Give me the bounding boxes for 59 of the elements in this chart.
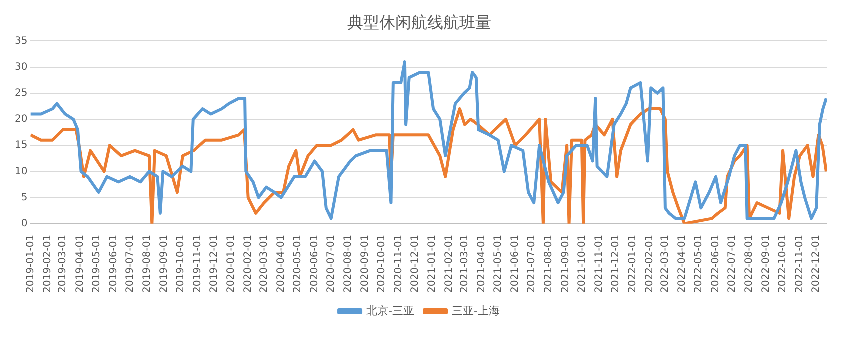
y-tick-label: 15 [14,140,28,152]
x-tick-label: 2022-03-01 [660,234,672,294]
x-tick-label: 2021-02-01 [444,234,456,294]
x-tick-label: 2020-11-01 [394,234,405,294]
x-tick-label: 2020-09-01 [360,234,371,294]
y-tick-label: 10 [14,166,28,178]
y-tick-label: 30 [14,62,28,73]
x-tick-label: 2022-09-01 [761,234,772,294]
x-tick-label: 2021-07-01 [526,234,538,294]
x-tick-label: 2021-01-01 [427,234,438,294]
x-tick-label: 2019-01-01 [25,234,36,294]
x-tick-label: 2020-01-01 [226,234,237,294]
x-tick-label: 2020-08-01 [342,234,354,294]
chart-title: 典型休闲航线航班量 [348,12,492,32]
x-tick-label: 2022-12-01 [811,234,822,294]
x-tick-label: 2021-05-01 [492,234,504,294]
x-tick-label: 2022-07-01 [727,234,738,294]
x-tick-label: 2019-03-01 [58,234,69,294]
x-tick-label: 2019-02-01 [42,234,54,294]
x-tick-label: 2022-11-01 [794,234,806,294]
x-tick-label: 2022-01-01 [628,234,639,294]
x-tick-label: 2019-09-01 [158,234,170,294]
x-tick-label: 2019-06-01 [108,234,120,294]
x-tick-label: 2020-06-01 [309,234,320,294]
x-tick-label: 2021-04-01 [476,234,488,294]
x-tick-label: 2020-03-01 [258,234,270,294]
x-tick-label: 2021-12-01 [610,234,622,294]
x-tick-label: 2021-06-01 [510,234,522,294]
x-tick-label: 2020-04-01 [276,234,287,294]
y-tick-label: 0 [21,218,28,230]
x-tick-label: 2020-07-01 [326,234,337,294]
x-tick-label: 2022-05-01 [694,234,705,294]
y-tick-label: 25 [14,88,28,99]
x-tick-label: 2021-09-01 [560,234,572,294]
y-tick-label: 20 [14,114,28,126]
x-tick-label: 2020-10-01 [376,234,388,294]
x-tick-label: 2022-08-01 [744,234,756,294]
x-tick-label: 2021-08-01 [544,234,555,294]
y-tick-label: 35 [14,36,28,47]
x-tick-label: 2019-05-01 [91,234,102,294]
x-tick-label: 2020-12-01 [410,234,421,294]
legend-label: 北京-三亚 [366,304,415,318]
legend-label: 三亚-上海 [452,304,500,318]
x-tick-label: 2021-10-01 [577,234,588,294]
x-tick-label: 2022-10-01 [778,234,789,294]
x-tick-label: 2019-10-01 [175,234,186,294]
x-tick-label: 2019-12-01 [208,234,220,294]
x-tick-label: 2019-11-01 [192,234,204,294]
x-tick-label: 2019-04-01 [74,234,86,294]
y-tick-label: 5 [21,192,28,204]
x-tick-label: 2022-02-01 [644,234,656,294]
x-tick-label: 2022-06-01 [710,234,722,294]
x-tick-label: 2021-11-01 [594,234,606,294]
x-tick-label: 2020-05-01 [292,234,304,294]
x-tick-label: 2019-08-01 [142,234,153,294]
x-tick-label: 2019-07-01 [124,234,136,294]
x-tick-label: 2020-02-01 [242,234,254,294]
x-tick-label: 2021-03-01 [459,234,470,294]
x-tick-label: 2022-04-01 [677,234,688,294]
